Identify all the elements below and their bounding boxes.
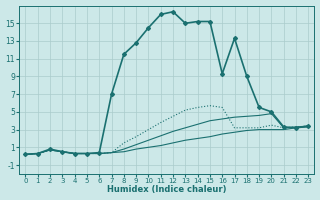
X-axis label: Humidex (Indice chaleur): Humidex (Indice chaleur) [107, 185, 227, 194]
